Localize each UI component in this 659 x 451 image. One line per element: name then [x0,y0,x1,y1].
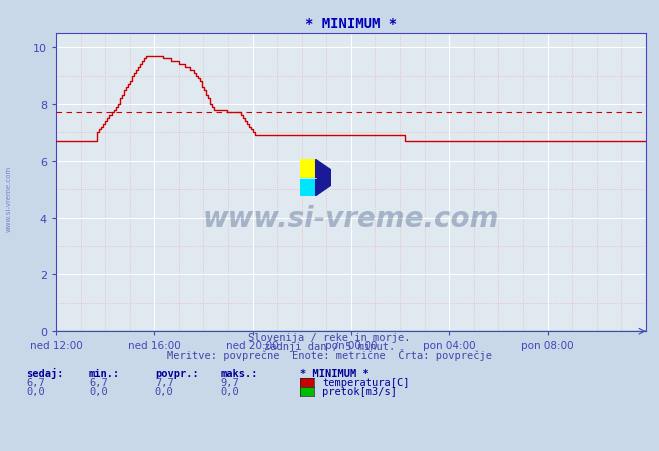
Text: temperatura[C]: temperatura[C] [322,377,410,387]
Text: zadnji dan / 5 minut.: zadnji dan / 5 minut. [264,341,395,351]
Text: pretok[m3/s]: pretok[m3/s] [322,387,397,396]
Text: 0,0: 0,0 [221,387,239,396]
Text: sedaj:: sedaj: [26,368,64,378]
Text: 0,0: 0,0 [155,387,173,396]
Text: 0,0: 0,0 [89,387,107,396]
Text: www.si-vreme.com: www.si-vreme.com [203,204,499,232]
Text: www.si-vreme.com: www.si-vreme.com [5,166,12,231]
Bar [300,178,316,196]
Text: povpr.:: povpr.: [155,368,198,378]
Text: 0,0: 0,0 [26,387,45,396]
Title: * MINIMUM *: * MINIMUM * [305,17,397,31]
Text: 7,7: 7,7 [155,377,173,387]
Text: maks.:: maks.: [221,368,258,378]
Text: min.:: min.: [89,368,120,378]
Polygon shape [316,160,331,196]
Text: 6,7: 6,7 [89,377,107,387]
Text: Slovenija / reke in morje.: Slovenija / reke in morje. [248,332,411,342]
Bar [300,160,316,178]
Text: * MINIMUM *: * MINIMUM * [300,368,368,378]
Text: Meritve: povprečne  Enote: metrične  Črta: povprečje: Meritve: povprečne Enote: metrične Črta:… [167,349,492,360]
Text: 9,7: 9,7 [221,377,239,387]
Text: 6,7: 6,7 [26,377,45,387]
